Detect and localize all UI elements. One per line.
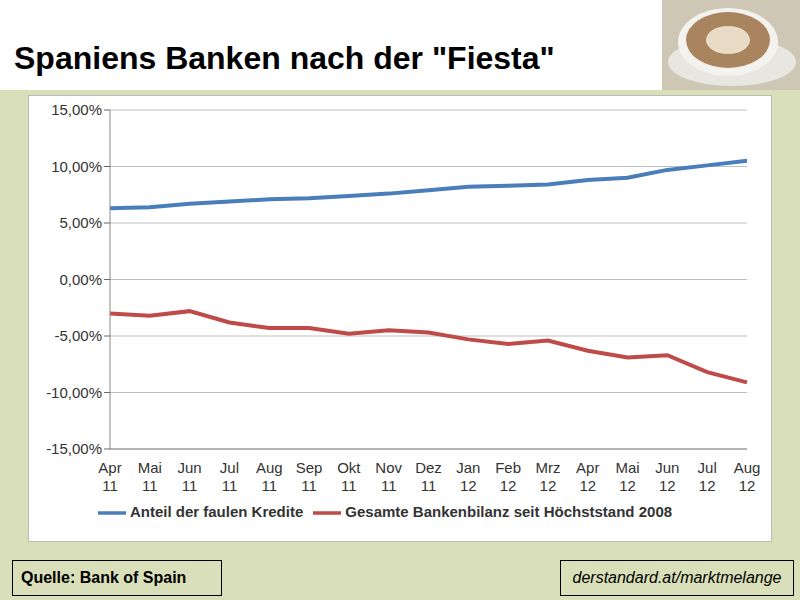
html-text:Spaniens Banken nach der "Fies: Spaniens Banken nach der "Fiesta" [14,40,555,76]
svg-text:Aug11: Aug11 [256,459,283,494]
svg-text:Mai11: Mai11 [138,459,162,494]
svg-text:Sep11: Sep11 [296,459,323,494]
svg-text:Mai12: Mai12 [615,459,639,494]
svg-text:-5,00%: -5,00% [54,327,102,344]
svg-text:Jul11: Jul11 [220,459,239,494]
svg-text:Apr12: Apr12 [576,459,599,494]
svg-text:Jul12: Jul12 [698,459,717,494]
svg-text:Dez11: Dez11 [415,459,442,494]
svg-text:10,00%: 10,00% [51,158,102,175]
html-text:Anteil der faulen Kredite: Anteil der faulen Kredite [129,503,304,521]
svg-text:Jun11: Jun11 [178,459,202,494]
svg-text:Jun12: Jun12 [655,459,679,494]
svg-text:Jan12: Jan12 [456,459,480,494]
svg-text:0,00%: 0,00% [59,271,102,288]
html-text:Quelle: Bank of Spain: Quelle: Bank of Spain [21,569,187,586]
svg-text:-10,00%: -10,00% [46,384,102,401]
svg-text:5,00%: 5,00% [59,214,102,231]
svg-text:-15,00%: -15,00% [46,440,102,457]
html-text:derstandard.at/marktmelange: derstandard.at/marktmelange [572,569,782,586]
svg-text:Mrz12: Mrz12 [535,459,560,494]
svg-text:Apr11: Apr11 [98,459,121,494]
svg-text:15,00%: 15,00% [51,101,102,118]
svg-text:Aug12: Aug12 [734,459,761,494]
svg-text:Okt11: Okt11 [337,459,361,494]
html-text:Gesamte Bankenbilanz seit Höch: Gesamte Bankenbilanz seit Höchststand 20… [345,503,673,521]
svg-text:Nov11: Nov11 [375,459,402,494]
svg-text:Feb12: Feb12 [495,459,521,494]
